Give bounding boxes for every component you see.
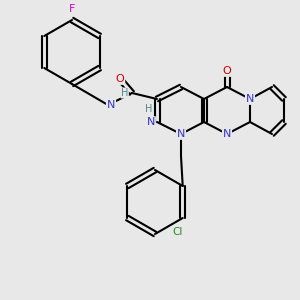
Text: Cl: Cl bbox=[172, 227, 183, 237]
Text: N: N bbox=[107, 100, 115, 110]
Text: N: N bbox=[147, 117, 155, 127]
Text: H: H bbox=[121, 88, 128, 98]
Text: O: O bbox=[223, 66, 231, 76]
Text: O: O bbox=[116, 74, 124, 84]
Text: H: H bbox=[145, 104, 152, 114]
Text: N: N bbox=[223, 129, 231, 139]
Text: N: N bbox=[246, 94, 254, 104]
Text: F: F bbox=[69, 4, 75, 14]
Text: N: N bbox=[177, 129, 185, 139]
